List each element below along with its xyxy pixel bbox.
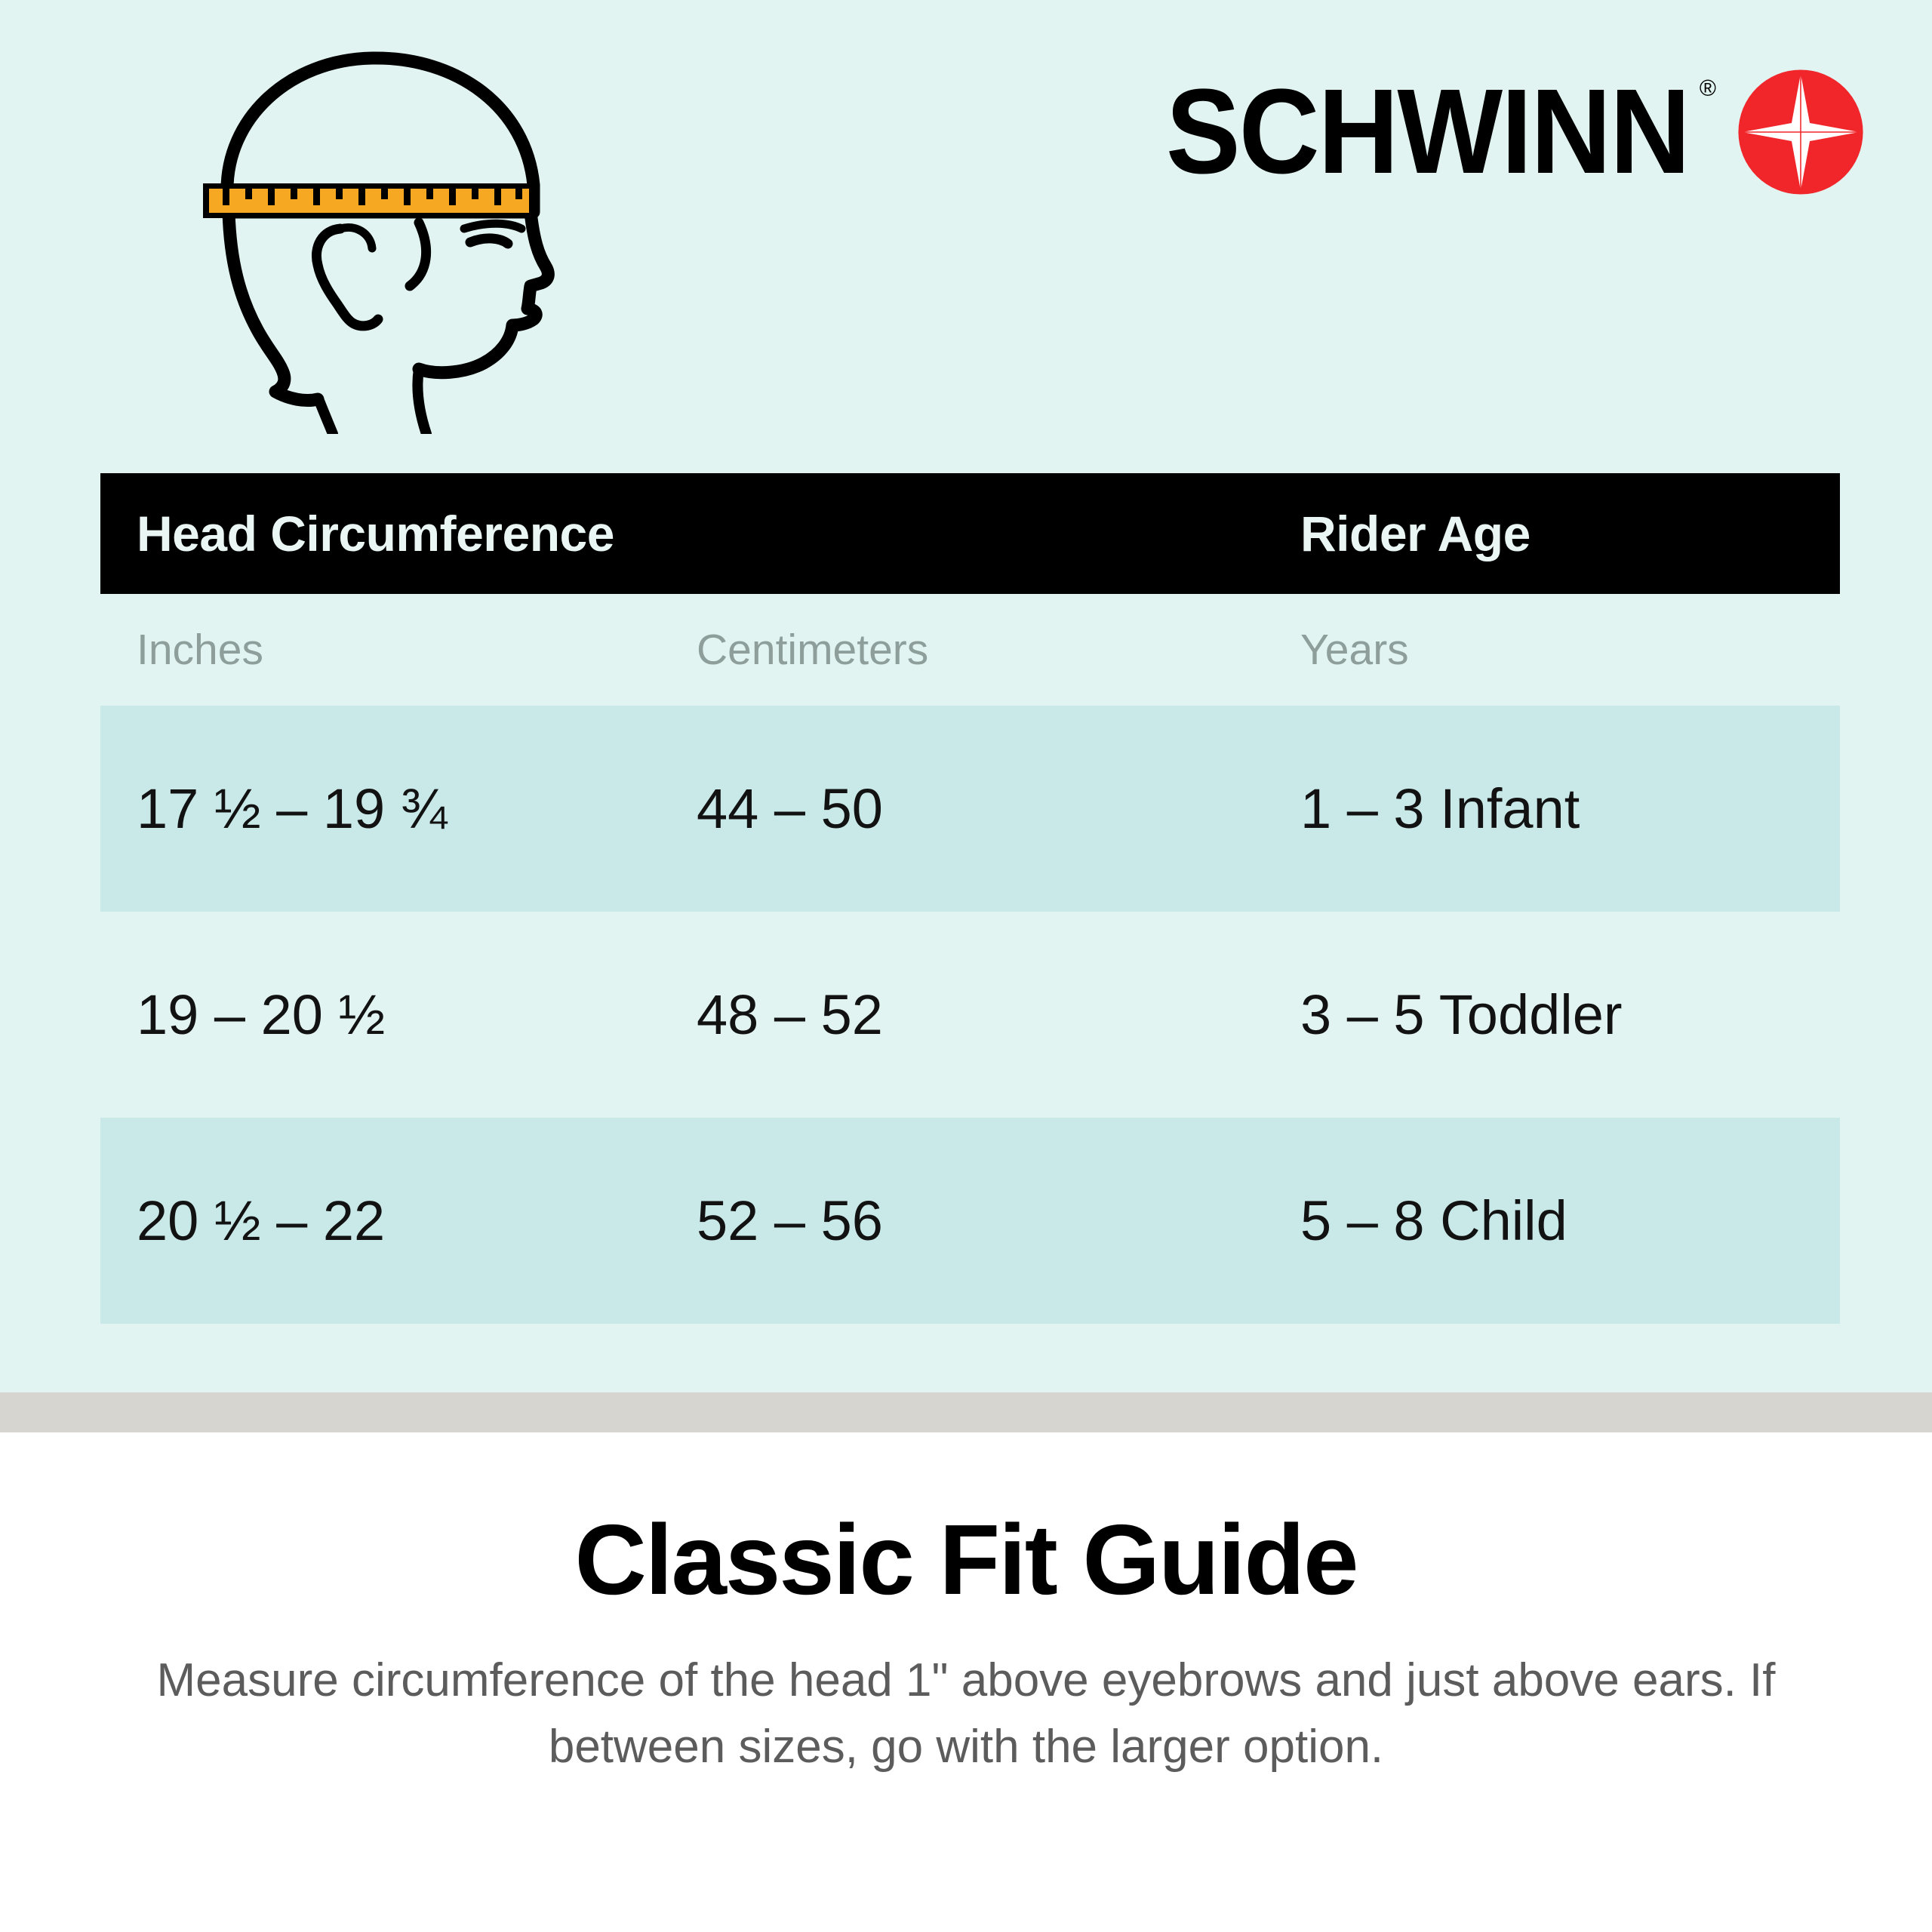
registered-trademark-icon: ® <box>1699 75 1716 101</box>
cell-centimeters: 48 – 52 <box>697 983 883 1046</box>
group-header-head-circumference: Head Circumference <box>137 506 614 561</box>
head-measuring-tape-illustration <box>192 34 585 434</box>
table-row: 19 – 20 ½ 48 – 52 3 – 5 Toddler <box>100 912 1840 1118</box>
column-header-centimeters: Centimeters <box>697 626 929 674</box>
table-column-header-row: Inches Centimeters Years <box>100 594 1840 706</box>
measurement-instructions: Measure circumference of the head 1" abo… <box>156 1654 1776 1773</box>
cell-years: 3 – 5 Toddler <box>1300 983 1623 1046</box>
page-title: Classic Fit Guide <box>574 1504 1359 1615</box>
size-chart-table: Head Circumference Rider Age Inches Cent… <box>100 473 1840 1324</box>
column-header-inches: Inches <box>137 626 263 674</box>
cell-years: 5 – 8 Child <box>1300 1189 1567 1252</box>
schwinn-logo: SCHWINN ® <box>1166 60 1866 204</box>
column-header-years: Years <box>1300 626 1409 674</box>
table-group-header-row: Head Circumference Rider Age <box>100 473 1840 594</box>
table-row: 20 ½ – 22 52 – 56 5 – 8 Child <box>100 1118 1840 1324</box>
schwinn-wordmark-text: SCHWINN <box>1165 64 1690 199</box>
table-row: 17 ½ – 19 ¾ 44 – 50 1 – 3 Infant <box>100 706 1840 912</box>
footer-panel: Classic Fit Guide Measure circumference … <box>0 1432 1932 1932</box>
group-header-rider-age: Rider Age <box>1300 506 1531 561</box>
cell-inches: 17 ½ – 19 ¾ <box>137 777 448 840</box>
cell-centimeters: 52 – 56 <box>697 1189 883 1252</box>
cell-inches: 20 ½ – 22 <box>137 1189 386 1252</box>
cell-years: 1 – 3 Infant <box>1300 777 1580 840</box>
section-divider <box>0 1392 1932 1432</box>
cell-inches: 19 – 20 ½ <box>137 983 386 1046</box>
top-panel: SCHWINN ® Head Circumference Rider Age <box>0 0 1932 1392</box>
schwinn-compass-star-icon <box>1736 67 1866 197</box>
cell-centimeters: 44 – 50 <box>697 777 883 840</box>
schwinn-wordmark: SCHWINN ® <box>1166 72 1716 192</box>
